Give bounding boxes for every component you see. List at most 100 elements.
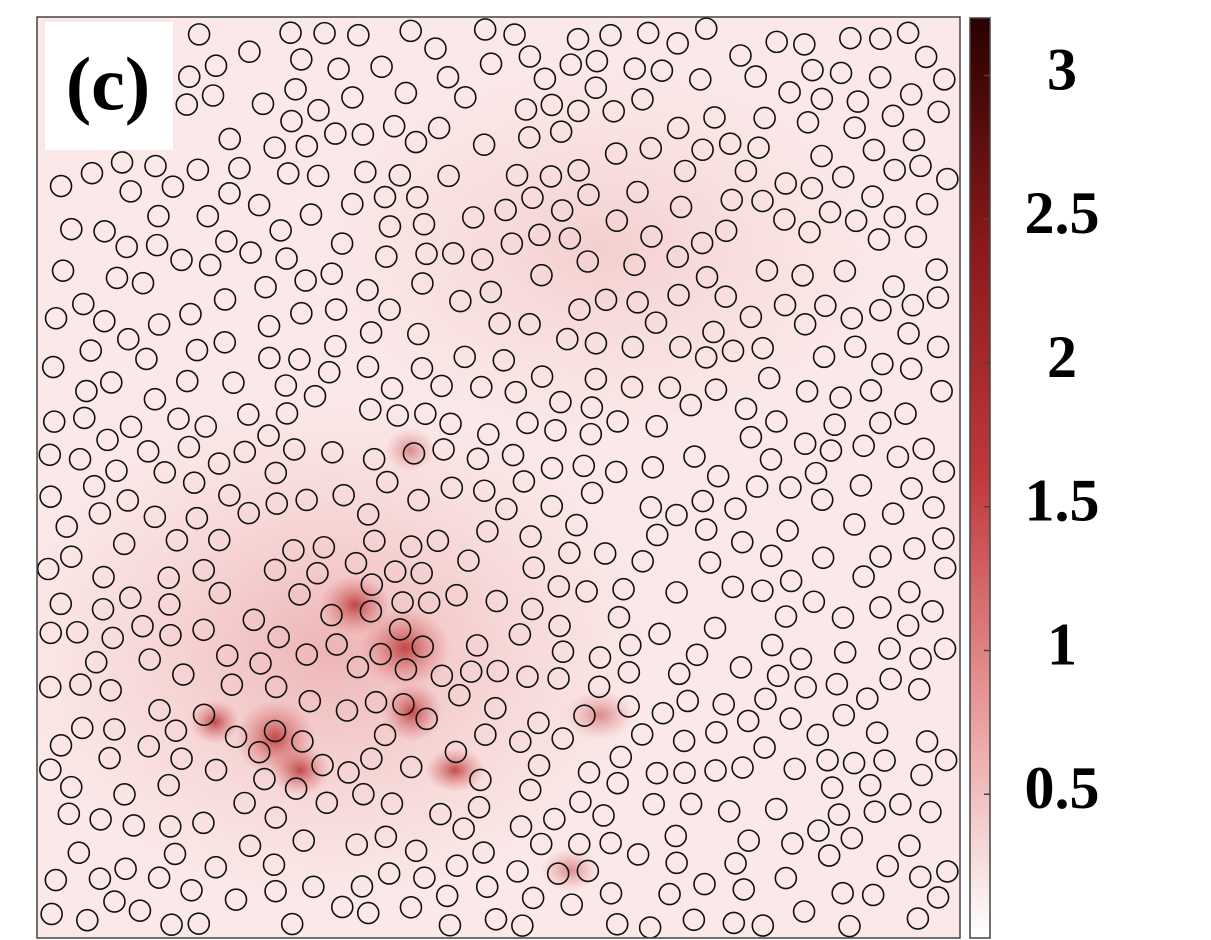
scatterer <box>254 275 277 299</box>
scatterer <box>436 65 460 89</box>
scatterer <box>607 605 631 629</box>
scatterer <box>606 771 629 795</box>
scatterer <box>445 854 469 877</box>
scatterer <box>295 134 319 158</box>
scatterer <box>732 878 756 901</box>
scatterer <box>926 335 950 359</box>
scatterer <box>774 866 798 890</box>
scatterer <box>494 198 517 222</box>
scatterer <box>89 808 112 831</box>
scatterer <box>843 513 866 536</box>
scatterer <box>912 437 935 461</box>
scatterer <box>816 748 839 772</box>
scatterer <box>543 807 566 831</box>
scatterer <box>192 703 216 727</box>
scatterer <box>599 831 622 855</box>
scatterer <box>138 648 162 671</box>
scatterer <box>842 751 866 775</box>
scatterer <box>753 736 776 759</box>
scatterer <box>936 167 959 191</box>
scatterer <box>359 599 383 623</box>
scatterer <box>275 402 299 425</box>
scatterer <box>703 106 726 129</box>
scatterer <box>164 719 188 742</box>
scatterer <box>869 596 892 619</box>
scatterer <box>829 61 853 85</box>
scatterer <box>747 136 770 159</box>
scatterer <box>298 689 322 713</box>
scatterer <box>116 489 140 512</box>
scatterer <box>445 583 468 607</box>
scatterer <box>55 515 79 538</box>
scatterer <box>521 886 545 910</box>
scatterer <box>75 908 99 932</box>
scatterer <box>288 583 311 606</box>
scatterer <box>802 590 826 614</box>
scatterer <box>568 298 591 321</box>
scatterer <box>518 778 542 802</box>
scatterer <box>774 172 798 195</box>
scatterer <box>846 90 870 113</box>
scatterer <box>237 501 260 525</box>
scatterer <box>781 832 804 855</box>
scatterer <box>49 592 73 616</box>
scatterer <box>530 365 554 388</box>
scatterer <box>546 862 570 885</box>
scatterer <box>881 502 905 525</box>
scatterer <box>898 834 921 857</box>
scatterer <box>617 695 640 718</box>
scatterer <box>631 88 654 111</box>
scatterer <box>876 854 899 878</box>
scatterer <box>712 693 736 716</box>
scatterer <box>295 643 319 666</box>
scatterer <box>737 829 760 852</box>
scatterer <box>682 908 706 932</box>
scatterer <box>897 322 920 345</box>
scatterer <box>264 461 288 485</box>
scatterer <box>495 497 518 521</box>
scatterer <box>519 525 542 548</box>
scatterer <box>879 667 902 691</box>
scatterer <box>765 410 788 433</box>
scatterer <box>852 434 876 458</box>
scatterer <box>894 402 917 425</box>
scatterer <box>492 349 516 372</box>
scatterer <box>882 275 905 298</box>
scatterer <box>143 505 167 529</box>
scatterer <box>604 142 628 165</box>
scatterer <box>508 730 532 754</box>
scatterer <box>550 199 574 222</box>
scatterer <box>187 912 211 935</box>
scatterer <box>411 272 434 295</box>
scatterer <box>143 387 167 411</box>
scatterer <box>576 250 600 273</box>
scatterer <box>516 665 539 689</box>
scatterer <box>215 230 238 253</box>
scatterer <box>650 59 674 82</box>
scatterer <box>858 773 882 797</box>
scatterer <box>373 185 397 209</box>
scatterer <box>840 306 864 330</box>
scatterer <box>411 635 435 658</box>
scatterer <box>934 748 958 772</box>
scatterer <box>547 575 571 598</box>
scatterer <box>751 189 774 213</box>
scatterer <box>92 565 115 589</box>
scatterer <box>330 232 354 255</box>
scatterer <box>435 884 459 908</box>
scatterer <box>704 378 728 401</box>
scatterer <box>839 26 862 50</box>
scatterer <box>859 379 883 402</box>
scatterer <box>925 258 948 281</box>
scatterer <box>59 545 83 568</box>
scatterer <box>783 757 807 781</box>
scatterer <box>469 768 492 792</box>
scatterer <box>311 753 334 777</box>
scatterer <box>93 309 116 333</box>
scatterer <box>380 377 404 400</box>
scatterer <box>669 335 692 359</box>
scatterer <box>691 138 714 162</box>
scatterer <box>676 689 700 713</box>
scatterer <box>899 83 923 106</box>
scatterer <box>639 136 663 160</box>
